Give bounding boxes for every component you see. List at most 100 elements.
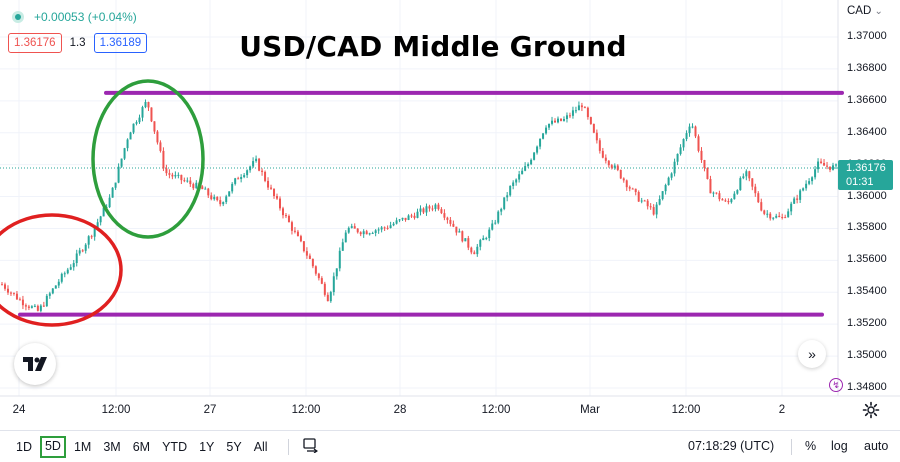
price-tick-label: 1.36400 bbox=[847, 125, 887, 138]
green-circle-annotation bbox=[91, 79, 205, 239]
currency-selector[interactable]: CAD ⌄ bbox=[847, 5, 883, 17]
candle bbox=[216, 196, 219, 202]
candle bbox=[374, 229, 377, 237]
candle bbox=[577, 101, 580, 111]
chevron-down-icon: ⌄ bbox=[874, 6, 883, 17]
range-button-1d[interactable]: 1D bbox=[16, 439, 32, 454]
candle bbox=[476, 243, 479, 257]
candle bbox=[335, 268, 338, 280]
candle bbox=[21, 295, 24, 310]
candle bbox=[18, 297, 21, 301]
divider bbox=[791, 439, 792, 455]
candle bbox=[344, 230, 347, 243]
candle bbox=[246, 169, 249, 179]
range-button-6m[interactable]: 6M bbox=[132, 439, 151, 454]
candle bbox=[589, 116, 592, 125]
candle bbox=[276, 193, 279, 200]
candle bbox=[138, 114, 141, 124]
candle bbox=[808, 178, 811, 186]
candle bbox=[353, 223, 356, 229]
range-button-1m[interactable]: 1M bbox=[73, 439, 92, 454]
candle bbox=[302, 241, 305, 253]
candle bbox=[410, 213, 413, 219]
divider bbox=[288, 439, 289, 455]
candle bbox=[440, 207, 443, 215]
time-tick-label: 27 bbox=[203, 404, 217, 416]
candle bbox=[207, 187, 210, 198]
candle bbox=[48, 291, 51, 299]
candle bbox=[781, 213, 784, 220]
price-tick-label: 1.35800 bbox=[847, 221, 887, 234]
candle bbox=[787, 208, 790, 218]
candle bbox=[326, 292, 329, 302]
candle bbox=[93, 227, 96, 241]
range-button-5y[interactable]: 5Y bbox=[226, 439, 242, 454]
candle bbox=[332, 272, 335, 296]
candle bbox=[835, 163, 837, 169]
candle bbox=[204, 186, 207, 190]
ask-button[interactable]: 1.36189 bbox=[93, 33, 148, 53]
clock-time[interactable]: 07:18:29 (UTC) bbox=[688, 439, 775, 453]
time-tick-label: Mar bbox=[580, 404, 600, 416]
candle bbox=[745, 169, 748, 181]
candle bbox=[120, 158, 123, 168]
candle bbox=[748, 170, 751, 182]
candle bbox=[730, 198, 733, 204]
range-button-1y[interactable]: 1Y bbox=[199, 439, 215, 454]
candle bbox=[712, 191, 715, 198]
gear-icon[interactable] bbox=[862, 401, 880, 419]
time-tick-label: 28 bbox=[393, 404, 407, 416]
auto-toggle[interactable]: auto bbox=[864, 439, 889, 453]
candle bbox=[57, 279, 60, 289]
candle bbox=[15, 291, 18, 300]
change-indicator: +0.00053 (+0.04%) bbox=[12, 7, 137, 27]
range-button-5d[interactable]: 5D bbox=[39, 435, 66, 458]
range-button-all[interactable]: All bbox=[253, 439, 268, 454]
price-chart[interactable] bbox=[0, 0, 900, 430]
candle bbox=[562, 116, 565, 122]
current-price: 1.36176 bbox=[846, 162, 886, 174]
candle bbox=[784, 214, 787, 219]
candle bbox=[733, 191, 736, 200]
tradingview-logo-icon[interactable] bbox=[14, 343, 56, 385]
range-button-ytd[interactable]: YTD bbox=[162, 439, 188, 454]
candle bbox=[317, 272, 320, 281]
candle bbox=[811, 176, 814, 185]
candle bbox=[389, 221, 392, 229]
candle bbox=[742, 173, 745, 180]
candle bbox=[452, 220, 455, 228]
candle bbox=[467, 235, 470, 251]
candle bbox=[383, 226, 386, 231]
candle bbox=[6, 285, 9, 295]
alert-icon[interactable]: ↯ bbox=[829, 378, 843, 392]
candle bbox=[449, 217, 452, 227]
candle bbox=[392, 222, 395, 227]
double-chevron-right-icon[interactable]: » bbox=[798, 340, 826, 368]
bid-button[interactable]: 1.36176 bbox=[8, 33, 62, 53]
candle bbox=[691, 123, 694, 129]
candle bbox=[39, 304, 42, 313]
candle bbox=[341, 238, 344, 251]
time-tick-label: 12:00 bbox=[671, 404, 701, 416]
candle bbox=[108, 194, 111, 208]
candle bbox=[601, 147, 604, 159]
candle bbox=[362, 229, 365, 238]
compare-icon[interactable] bbox=[302, 437, 318, 453]
candle bbox=[296, 229, 299, 237]
candle bbox=[422, 207, 425, 215]
candle bbox=[667, 176, 670, 186]
candle bbox=[156, 130, 159, 145]
candle bbox=[3, 282, 6, 291]
candle bbox=[470, 246, 473, 255]
candle bbox=[625, 179, 628, 191]
candle bbox=[1, 282, 3, 286]
range-button-3m[interactable]: 3M bbox=[103, 439, 121, 454]
candle bbox=[652, 204, 655, 216]
candle bbox=[494, 219, 497, 225]
candle bbox=[356, 228, 359, 234]
log-toggle[interactable]: log bbox=[831, 439, 848, 453]
candle bbox=[114, 182, 117, 190]
percent-toggle[interactable]: % bbox=[805, 439, 817, 453]
candle bbox=[195, 180, 198, 189]
candle bbox=[258, 157, 261, 172]
